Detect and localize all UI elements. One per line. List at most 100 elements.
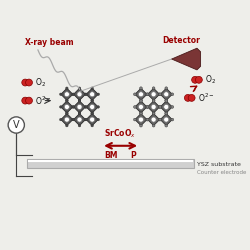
Circle shape: [78, 87, 81, 90]
Circle shape: [165, 100, 168, 102]
Circle shape: [158, 106, 161, 108]
Circle shape: [26, 79, 32, 86]
Circle shape: [164, 92, 169, 97]
Circle shape: [66, 124, 68, 127]
Circle shape: [66, 99, 68, 102]
Polygon shape: [61, 88, 73, 100]
Polygon shape: [86, 88, 98, 100]
Circle shape: [77, 104, 82, 110]
Circle shape: [26, 97, 32, 104]
Circle shape: [165, 124, 168, 127]
Circle shape: [165, 112, 168, 115]
Circle shape: [140, 124, 142, 127]
Circle shape: [146, 118, 148, 121]
Circle shape: [72, 106, 74, 108]
Circle shape: [66, 112, 68, 115]
Circle shape: [97, 118, 100, 121]
Circle shape: [84, 118, 87, 121]
Circle shape: [171, 106, 174, 108]
Circle shape: [151, 92, 156, 97]
Circle shape: [66, 100, 68, 102]
Text: SrCoO$_x$: SrCoO$_x$: [104, 128, 136, 140]
Text: V: V: [13, 120, 20, 130]
Circle shape: [60, 93, 62, 96]
Circle shape: [146, 106, 149, 108]
Circle shape: [171, 118, 174, 121]
Circle shape: [77, 117, 82, 122]
Circle shape: [159, 106, 162, 108]
Circle shape: [152, 99, 155, 102]
Circle shape: [159, 118, 162, 121]
Text: O$_2$: O$_2$: [205, 74, 216, 86]
Circle shape: [91, 100, 94, 102]
Circle shape: [158, 118, 161, 121]
Text: Counter electrode: Counter electrode: [197, 170, 246, 175]
Text: YSZ substrate: YSZ substrate: [197, 162, 241, 167]
Polygon shape: [61, 114, 73, 126]
Polygon shape: [148, 101, 160, 113]
Circle shape: [134, 93, 136, 96]
Circle shape: [78, 100, 81, 102]
Circle shape: [64, 104, 70, 110]
Circle shape: [151, 117, 156, 122]
Bar: [27, 159, 194, 168]
Circle shape: [91, 124, 94, 127]
Circle shape: [22, 79, 29, 86]
Text: O$^{2-}$: O$^{2-}$: [35, 94, 52, 107]
Circle shape: [22, 97, 29, 104]
Circle shape: [78, 112, 81, 115]
Circle shape: [146, 93, 149, 96]
Circle shape: [90, 92, 95, 97]
Circle shape: [78, 112, 81, 114]
Circle shape: [72, 106, 75, 108]
Circle shape: [151, 104, 156, 110]
Circle shape: [85, 106, 87, 108]
Polygon shape: [172, 48, 200, 70]
Circle shape: [85, 93, 87, 96]
Circle shape: [165, 112, 168, 114]
Circle shape: [72, 93, 74, 96]
Circle shape: [91, 87, 94, 90]
Circle shape: [90, 117, 95, 122]
Circle shape: [64, 117, 70, 122]
Circle shape: [171, 93, 174, 96]
Circle shape: [140, 100, 142, 102]
Circle shape: [8, 117, 24, 133]
Circle shape: [140, 99, 142, 102]
Polygon shape: [148, 114, 160, 126]
Circle shape: [84, 106, 87, 108]
Polygon shape: [74, 114, 86, 126]
Circle shape: [91, 112, 94, 114]
Circle shape: [90, 104, 95, 110]
Circle shape: [97, 93, 100, 96]
Circle shape: [66, 87, 68, 90]
Polygon shape: [86, 114, 98, 126]
Polygon shape: [74, 88, 86, 100]
Circle shape: [91, 112, 94, 115]
Circle shape: [78, 124, 81, 127]
Text: Detector: Detector: [162, 36, 200, 44]
Circle shape: [138, 92, 143, 97]
Circle shape: [152, 87, 155, 90]
Circle shape: [72, 118, 75, 121]
Polygon shape: [160, 114, 172, 126]
Polygon shape: [160, 88, 172, 100]
Circle shape: [164, 117, 169, 122]
Circle shape: [91, 99, 94, 102]
Circle shape: [60, 106, 62, 108]
Circle shape: [152, 124, 155, 127]
Circle shape: [97, 106, 100, 108]
Polygon shape: [61, 101, 73, 113]
Text: X-ray beam: X-ray beam: [25, 38, 74, 47]
Circle shape: [159, 93, 162, 96]
Text: O$_2$: O$_2$: [35, 76, 46, 89]
Circle shape: [134, 106, 136, 108]
Circle shape: [152, 100, 155, 102]
Circle shape: [158, 93, 161, 96]
Polygon shape: [135, 101, 147, 113]
Circle shape: [196, 76, 202, 83]
Circle shape: [78, 99, 81, 102]
Circle shape: [188, 94, 195, 101]
Circle shape: [64, 92, 70, 97]
Polygon shape: [160, 101, 172, 113]
